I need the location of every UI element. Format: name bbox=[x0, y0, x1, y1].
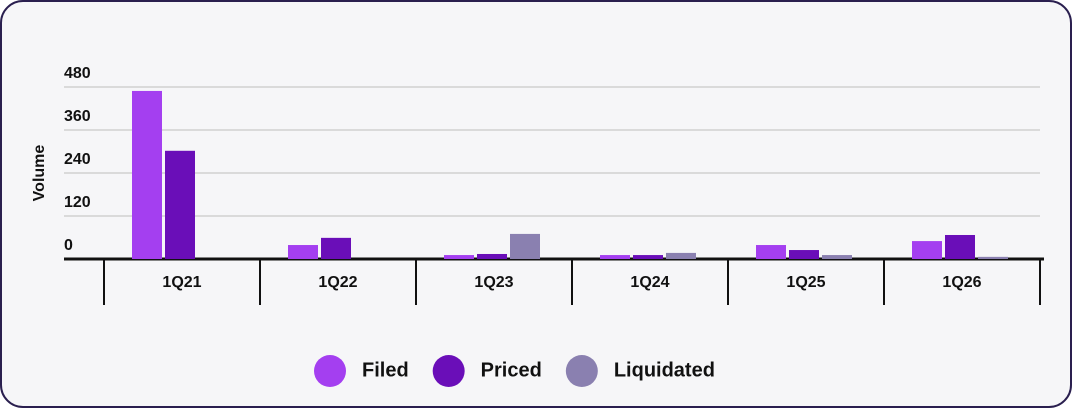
bar bbox=[444, 255, 474, 259]
x-tick-label: 1Q21 bbox=[162, 274, 201, 291]
y-tick-label: 0 bbox=[64, 237, 73, 254]
bar bbox=[912, 241, 942, 259]
y-axis-label: Volume bbox=[31, 145, 48, 202]
legend-swatch bbox=[314, 355, 346, 387]
legend-label: Priced bbox=[481, 359, 542, 381]
bar bbox=[288, 245, 318, 259]
legend-swatch bbox=[565, 355, 598, 387]
x-tick-label: 1Q24 bbox=[630, 274, 669, 291]
bar bbox=[321, 237, 351, 259]
bar bbox=[477, 253, 507, 259]
bar bbox=[510, 233, 540, 259]
bar bbox=[789, 250, 819, 259]
bar bbox=[666, 252, 696, 259]
bar bbox=[600, 255, 630, 259]
legend-swatch bbox=[432, 355, 465, 387]
bar bbox=[978, 256, 1008, 259]
bar bbox=[165, 150, 195, 259]
bar bbox=[822, 255, 852, 259]
bar bbox=[756, 245, 786, 259]
x-tick-label: 1Q23 bbox=[474, 274, 513, 291]
bar bbox=[945, 234, 975, 259]
y-tick-label: 360 bbox=[64, 108, 91, 125]
x-tick-label: 1Q26 bbox=[942, 274, 981, 291]
y-tick-label: 480 bbox=[64, 65, 91, 82]
bar bbox=[132, 90, 162, 259]
y-tick-label: 120 bbox=[64, 194, 91, 211]
x-tick-label: 1Q25 bbox=[786, 274, 825, 291]
bar bbox=[633, 255, 663, 259]
legend-label: Filed bbox=[362, 359, 409, 381]
legend-label: Liquidated bbox=[614, 359, 715, 381]
y-tick-label: 240 bbox=[64, 151, 91, 168]
x-tick-label: 1Q22 bbox=[318, 274, 357, 291]
